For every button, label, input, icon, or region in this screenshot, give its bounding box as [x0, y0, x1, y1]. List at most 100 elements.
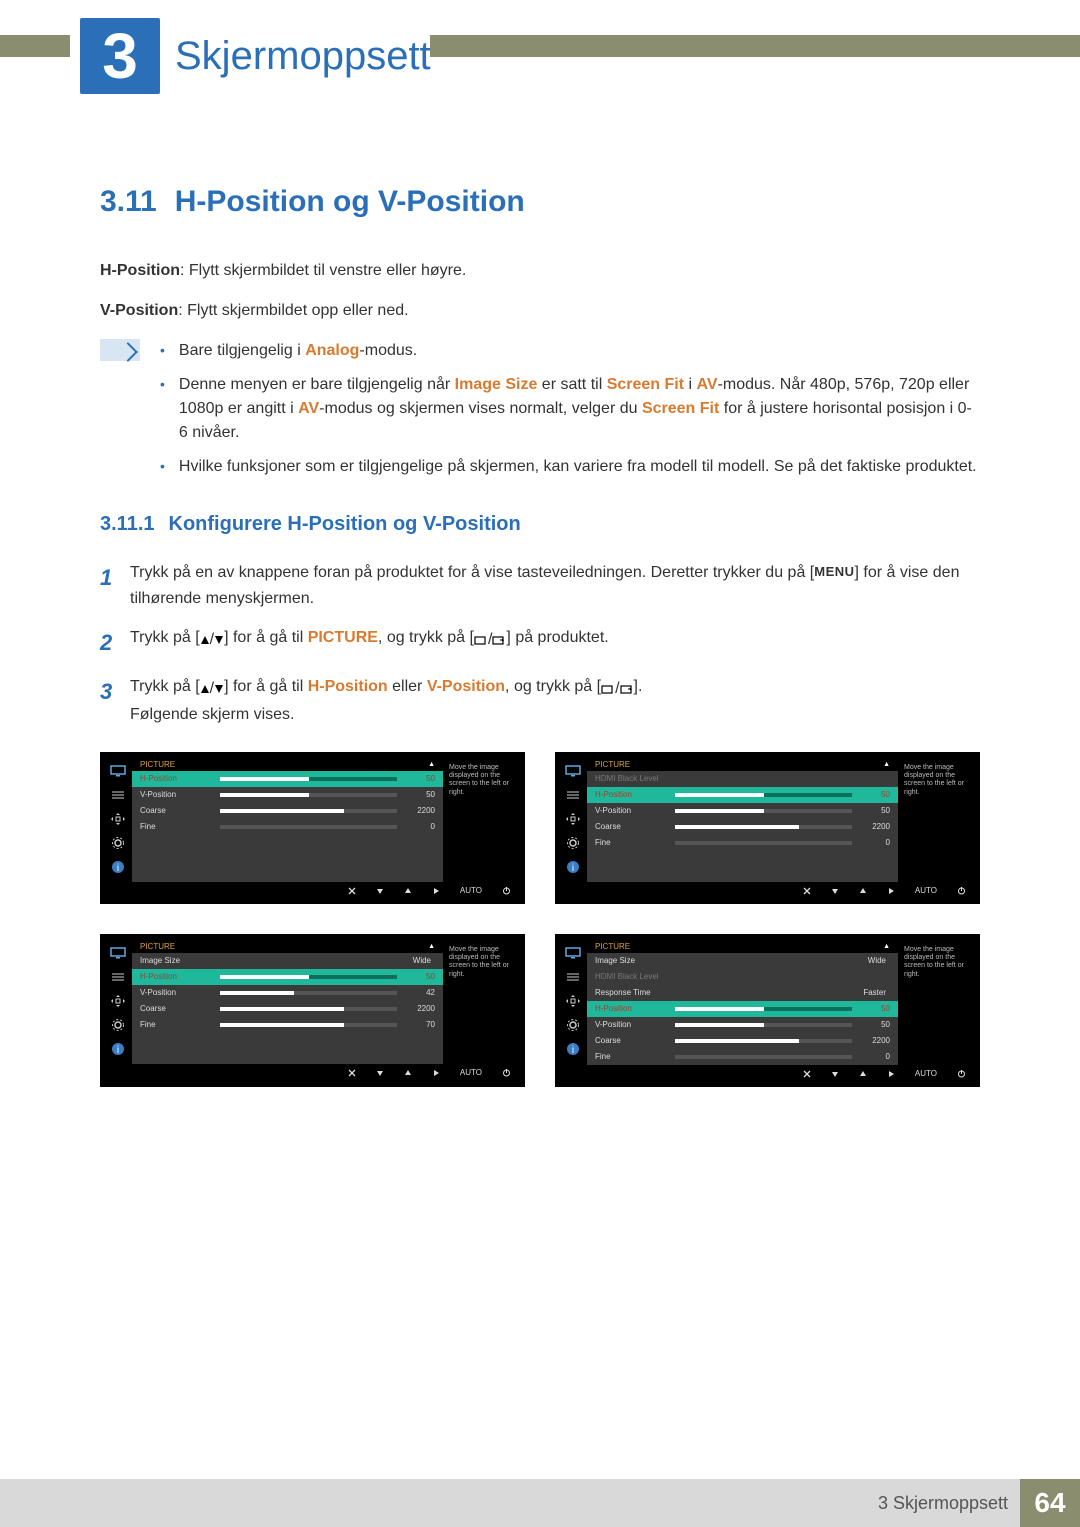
bullet-icon: •	[160, 455, 165, 479]
osd-row-bar	[220, 777, 397, 781]
section-heading: 3.11H-Position og V-Position	[100, 185, 980, 219]
osd-side-monitor-icon	[564, 946, 582, 960]
osd-footer: AUTO	[104, 882, 521, 900]
note-text: Bare tilgjengelig i Analog-modus.	[179, 339, 417, 363]
osd-side-list-icon	[109, 788, 127, 802]
osd-row: Fine0	[132, 819, 443, 835]
step-number: 1	[100, 560, 130, 611]
header-stripe-right	[430, 35, 1080, 57]
osd-footer-down-icon	[831, 887, 839, 895]
osd-row-label: Response Time	[595, 988, 667, 997]
osd-side-move-icon	[564, 812, 582, 826]
osd-footer-up-icon	[404, 1069, 412, 1077]
osd-row-value: 50	[405, 790, 435, 799]
osd-row: H-Position50	[587, 1001, 898, 1017]
osd-row-label: V-Position	[140, 790, 212, 799]
osd-row-label: Coarse	[595, 822, 667, 831]
osd-rows: Image SizeWideHDMI Black LevelResponse T…	[587, 953, 898, 1065]
step: 2Trykk på [/] for å gå til PICTURE, og t…	[100, 625, 980, 660]
header-stripe-left	[0, 35, 70, 57]
osd-row: Coarse2200	[132, 803, 443, 819]
osd-side-gear-icon	[109, 1018, 127, 1032]
osd-footer-auto: AUTO	[460, 1068, 482, 1077]
h-position-text: : Flytt skjermbildet til venstre eller h…	[180, 262, 466, 279]
note-list: •Bare tilgjengelig i Analog-modus.•Denne…	[160, 339, 980, 489]
osd-row-value: 2200	[860, 1036, 890, 1045]
osd-row-label: Coarse	[140, 806, 212, 815]
osd-footer-right-icon	[432, 887, 440, 895]
osd-tip: Move the image displayed on the screen t…	[898, 756, 976, 882]
osd-row-label: Image Size	[140, 956, 212, 965]
step: 1Trykk på en av knappene foran på produk…	[100, 560, 980, 611]
osd-panel: i PICTURE▲ H-Position50V-Position50Coars…	[100, 752, 525, 904]
osd-row-value: 50	[860, 790, 890, 799]
osd-header: PICTURE ▲	[132, 756, 443, 771]
bullet-icon: •	[160, 339, 165, 363]
osd-header-arrow-icon: ▲	[428, 761, 435, 768]
osd-row-label: H-Position	[140, 972, 212, 981]
chapter-title: Skjermoppsett	[175, 34, 431, 79]
osd-row-value: 2200	[405, 1004, 435, 1013]
osd-row: HDMI Black Level	[587, 969, 898, 985]
osd-row: V-Position50	[587, 803, 898, 819]
osd-side-info-icon: i	[109, 1042, 127, 1056]
steps-list: 1Trykk på en av knappene foran på produk…	[100, 560, 980, 728]
osd-footer-close-icon	[348, 887, 356, 895]
osd-side-move-icon	[564, 994, 582, 1008]
osd-footer-close-icon	[803, 887, 811, 895]
osd-row: Coarse2200	[132, 1001, 443, 1017]
osd-row: Fine70	[132, 1017, 443, 1033]
osd-row-label: HDMI Black Level	[595, 972, 667, 981]
osd-row-label: V-Position	[595, 1020, 667, 1029]
page-content: 3.11H-Position og V-Position H-Position:…	[100, 185, 980, 1087]
osd-row: H-Position50	[132, 969, 443, 985]
osd-row-bar	[220, 1007, 397, 1011]
osd-header-arrow-icon: ▲	[883, 943, 890, 950]
osd-main: PICTURE▲ H-Position50V-Position50Coarse2…	[132, 756, 443, 882]
osd-side-gear-icon	[564, 836, 582, 850]
osd-footer-down-icon	[376, 1069, 384, 1077]
step-text: Trykk på [/] for å gå til H-Position ell…	[130, 674, 980, 727]
osd-row-label: V-Position	[140, 988, 212, 997]
osd-row-bar	[675, 825, 852, 829]
osd-tip: Move the image displayed on the screen t…	[443, 756, 521, 882]
osd-row-value: 42	[405, 988, 435, 997]
osd-row-label: Fine	[595, 838, 667, 847]
osd-row-value: 2200	[860, 822, 890, 831]
osd-row-bar	[220, 1023, 397, 1027]
osd-footer-power-icon	[502, 1068, 511, 1077]
chapter-number-badge: 3	[80, 18, 160, 94]
osd-footer-up-icon	[859, 1070, 867, 1078]
osd-row-bar	[220, 991, 397, 995]
osd-side-info-icon: i	[109, 860, 127, 874]
osd-footer-down-icon	[831, 1070, 839, 1078]
osd-header-arrow-icon: ▲	[883, 761, 890, 768]
osd-footer-close-icon	[803, 1070, 811, 1078]
osd-footer-auto: AUTO	[915, 1069, 937, 1078]
osd-footer-power-icon	[957, 886, 966, 895]
osd-footer-right-icon	[432, 1069, 440, 1077]
h-position-label: H-Position	[100, 262, 180, 279]
osd-footer-up-icon	[404, 887, 412, 895]
osd-footer-up-icon	[859, 887, 867, 895]
intro-h-position: H-Position: Flytt skjermbildet til venst…	[100, 259, 980, 283]
svg-text:i: i	[572, 863, 574, 874]
osd-footer-auto: AUTO	[915, 886, 937, 895]
v-position-label: V-Position	[100, 302, 178, 319]
osd-main: PICTURE▲ Image SizeWideHDMI Black LevelR…	[587, 938, 898, 1065]
osd-header-title: PICTURE	[140, 760, 175, 769]
osd-footer-power-icon	[502, 886, 511, 895]
osd-rows: Image SizeWideH-Position50V-Position42Co…	[132, 953, 443, 1064]
osd-footer-power-icon	[957, 1069, 966, 1078]
osd-footer-down-icon	[376, 887, 384, 895]
osd-row-bar	[675, 1055, 852, 1059]
osd-row: Coarse 2200	[587, 819, 898, 835]
osd-row-bar	[675, 841, 852, 845]
osd-footer-right-icon	[887, 887, 895, 895]
osd-row-value: 0	[405, 822, 435, 831]
step-text: Trykk på en av knappene foran på produkt…	[130, 560, 980, 611]
osd-footer: AUTO	[559, 1065, 976, 1083]
osd-row: V-Position 42	[132, 985, 443, 1001]
osd-footer-auto: AUTO	[460, 886, 482, 895]
subsection-number: 3.11.1	[100, 513, 155, 535]
